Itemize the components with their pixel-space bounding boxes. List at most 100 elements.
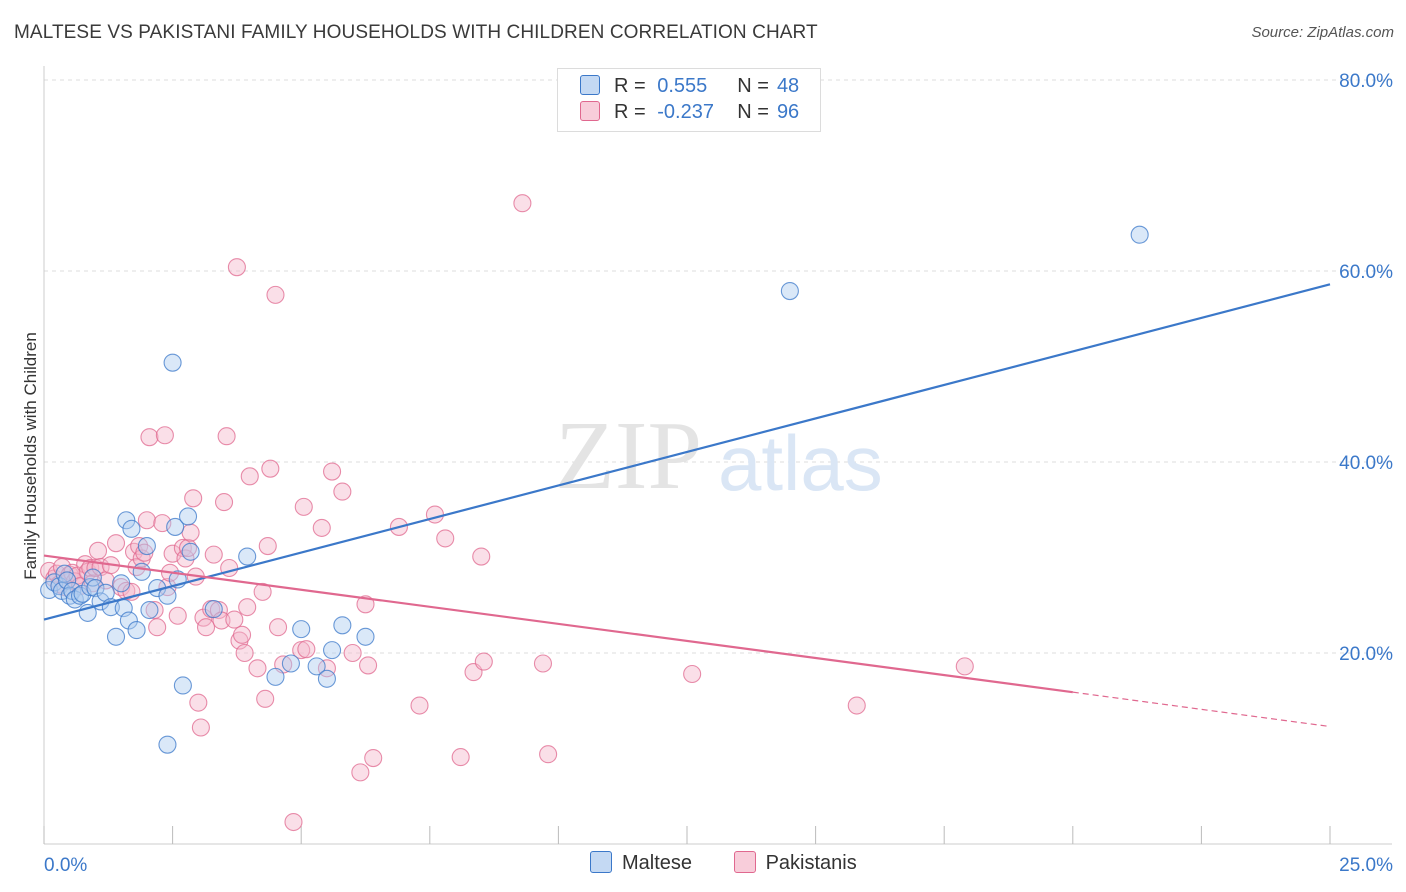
pakistanis-point [240,467,259,486]
maltese-point [173,676,192,695]
pakistanis-point [181,523,200,542]
x-tick-label: 25.0% [1339,855,1393,876]
pakistanis-swatch [733,851,756,873]
legend-label-maltese: Maltese [622,852,693,874]
pakistanis-point [238,598,257,617]
maltese-point [140,600,159,620]
pakistanis-point [269,618,288,637]
pakistanis-point [140,428,159,447]
pakistanis-point [189,693,208,712]
pakistanis-points [40,194,974,832]
legend-label-pakistanis: Pakistanis [765,852,857,874]
pakistanis-point [168,606,187,625]
pakistanis-point [106,534,126,553]
legend-item-pakistanis[interactable]: Pakistanis [733,851,857,875]
maltese-point [323,641,342,660]
pakistanis-point [683,664,702,684]
pakistanis-point [410,696,429,715]
maltese-point [780,282,799,301]
maltese-point [238,547,257,566]
pakistanis-trend-extension [1072,691,1331,728]
maltese-point [119,611,138,630]
maltese-point [307,657,326,676]
maltese-points [40,225,1149,754]
y-tick-label: 60.0% [1339,262,1393,283]
pakistanis-point [436,529,455,548]
pakistanis-point [294,497,313,516]
pakistanis-point [137,511,156,530]
r-value: -0.237 [657,101,714,123]
r-label: R = [614,75,646,97]
series-legend: Maltese Pakistanis [590,851,893,875]
pakistanis-point [539,745,558,764]
maltese-point [117,511,136,530]
pakistanis-point [148,618,167,637]
pakistanis-point [533,654,553,673]
watermark-atlas: atlas [718,419,883,507]
maltese-point [356,627,375,646]
pakistanis-point [472,547,491,566]
pakistanis-trend-line [43,554,1073,694]
pakistanis-point [191,718,210,737]
y-axis-label: Family Households with Children [21,332,40,580]
pakistanis-point [258,536,277,556]
r-value: 0.555 [657,75,708,97]
pakistanis-point [248,659,267,678]
maltese-point [292,620,311,639]
pakistanis-point [214,493,234,512]
pakistanis-point [284,812,303,832]
legend-item-maltese[interactable]: Maltese [590,851,692,875]
maltese-point [163,353,182,372]
pakistanis-point [359,656,378,675]
pakistanis-point [217,427,236,446]
maltese-point [132,562,151,581]
watermark: ZIP atlas [555,402,883,510]
pakistanis-point [209,600,228,620]
maltese-trend-line [43,283,1331,621]
pakistanis-point [232,625,252,644]
pakistanis-point [184,489,203,508]
maltese-point [122,519,141,538]
maltese-point [166,517,185,536]
pakistanis-point [847,696,866,715]
pakistanis-point [227,258,246,277]
maltese-point [106,627,126,646]
trend-lines [43,283,1331,728]
maltese-point [317,669,336,688]
pakistanis-point [253,582,272,601]
pakistanis-point [297,640,316,659]
pakistanis-swatch [580,101,600,121]
axes [43,66,1392,845]
pakistanis-point [196,618,216,637]
watermark-zip: ZIP [555,402,702,510]
maltese-point [86,579,105,598]
n-label: N = [737,101,769,123]
maltese-swatch [590,851,612,873]
n-value: 48 [776,75,800,97]
pakistanis-point [312,518,331,537]
chart-title: MALTESE VS PAKISTANI FAMILY HOUSEHOLDS W… [14,22,818,43]
pakistanis-point [266,285,285,304]
maltese-point [281,654,300,673]
pakistanis-point [235,643,254,663]
maltese-point [204,600,223,619]
pakistanis-point [351,763,370,782]
pakistanis-point [256,689,275,708]
n-label: N = [737,75,769,97]
legend-row-pakistanis: R = -0.237 N = 96 [580,101,799,127]
pakistanis-point [225,610,244,629]
r-label: R = [614,101,646,123]
maltese-point [178,507,198,526]
pakistanis-point [474,652,493,671]
maltese-point [158,735,177,754]
pakistanis-point [356,595,375,614]
n-value: 96 [776,101,800,123]
maltese-point [112,574,131,593]
pakistanis-point [333,482,352,501]
maltese-point [1130,225,1149,244]
pakistanis-point [155,426,174,445]
y-tick-label: 40.0% [1339,453,1393,474]
tick-labels: 20.0% 40.0% 60.0% 80.0% 0.0% 25.0% [44,71,1393,876]
pakistanis-point [323,462,342,481]
